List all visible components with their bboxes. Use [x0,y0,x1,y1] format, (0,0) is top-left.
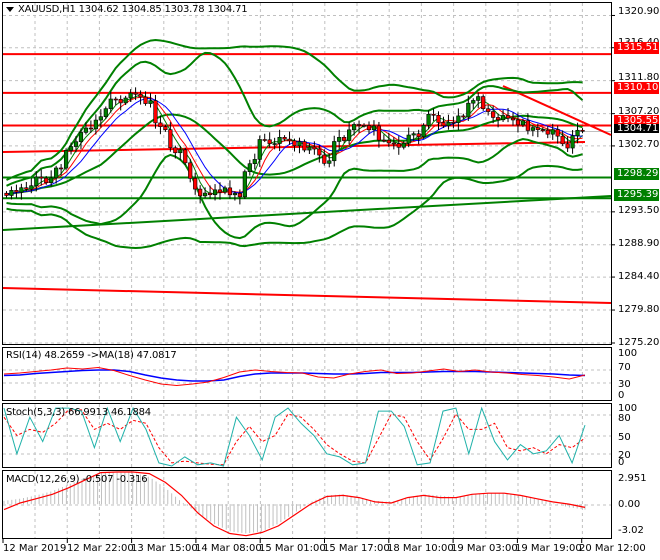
time-tick: 18 Mar 10:00 [387,543,454,554]
support-tag-1[interactable]: 1298.29 [614,168,659,180]
macd-pane-frame [2,470,612,539]
rsi-tick: 30 [618,379,631,390]
price-tick: 1279.80 [618,304,660,315]
support-tag-2[interactable]: 1295.39 [614,189,659,201]
symbol-name: XAUUSD,H1 [18,4,76,15]
ohlc-close: 1304.71 [207,4,248,15]
price-tick: 1302.70 [618,139,660,150]
price-pane-frame [2,2,612,345]
macd-signal-line [3,471,586,537]
time-tick: 13 Mar 15:00 [131,543,198,554]
price-tick: 1320.90 [618,6,660,17]
rsi-ma-line [3,369,586,382]
green-rising-trendline[interactable] [2,195,612,231]
pane-frames [2,2,612,539]
stoch-tick: 100 [618,403,638,414]
axis-tick-marks [2,14,615,543]
stoch-tick: 80 [618,413,631,424]
time-tick: 19 Mar 03:00 [451,543,518,554]
time-tick: 12 Mar 2019 [3,543,67,554]
time-tick: 20 Mar 12:00 [579,543,646,554]
price-tick: 1311.80 [618,72,660,83]
candlesticks [4,87,585,205]
grid-lines [3,3,611,538]
macd-label: MACD(12,26,9) -0.507 -0.316 [6,474,148,485]
symbol-header: XAUUSD,H1 1304.62 1304.85 1303.78 1304.7… [6,4,248,15]
descending-trendline[interactable] [502,85,612,136]
ohlc-high: 1304.85 [121,4,162,15]
macd-tick: -3.02 [618,525,644,536]
resistance-tag-2[interactable]: 1310.10 [614,82,659,94]
rsi-tick: 70 [618,362,631,373]
macd-tick: 2.951 [618,473,647,484]
time-tick: 15 Mar 17:00 [323,543,390,554]
price-pane[interactable] [2,38,612,304]
rsi-label: RSI(14) 48.2659 ->MA(18) 47.0817 [6,350,177,361]
price-tick: 1275.20 [618,337,660,348]
stoch-label: Stoch(5,3,3) 66.9913 46.1884 [6,407,151,418]
rsi-pane-frame [2,347,612,401]
bollinger-bands [6,38,584,250]
time-tick: 19 Mar 19:00 [515,543,582,554]
stoch-main-line [3,406,586,467]
time-tick: 14 Mar 08:00 [195,543,262,554]
rsi-line [3,366,586,387]
rsi-pane[interactable] [3,366,586,387]
stoch-tick: 20 [618,450,631,461]
ohlc-low: 1303.78 [164,4,205,15]
stoch-pane-frame [2,403,612,468]
dropdown-arrow-icon[interactable] [6,6,14,12]
stoch-pane[interactable] [3,406,586,467]
stoch-tick: 50 [618,432,631,443]
rsi-tick: 100 [618,348,638,359]
macd-tick: 0.00 [618,499,641,510]
rsi-tick: 0 [618,390,625,401]
trendlines[interactable] [2,85,612,304]
time-tick: 12 Mar 22:00 [67,543,134,554]
price-tick: 1288.90 [618,238,660,249]
price-tick: 1293.50 [618,205,660,216]
price-tick: 1307.20 [618,106,660,117]
price-tick: 1284.40 [618,271,660,282]
time-tick: 15 Mar 01:00 [259,543,326,554]
stoch-tick: 0 [618,457,625,468]
horizontal-levels[interactable] [3,53,611,200]
resistance-tag-1[interactable]: 1315.51 [614,42,659,54]
current-price-tag: 1304.71 [614,124,659,133]
macd-pane[interactable] [3,471,586,537]
ohlc-open: 1304.62 [78,4,119,15]
red-falling-trendline[interactable] [2,287,612,304]
